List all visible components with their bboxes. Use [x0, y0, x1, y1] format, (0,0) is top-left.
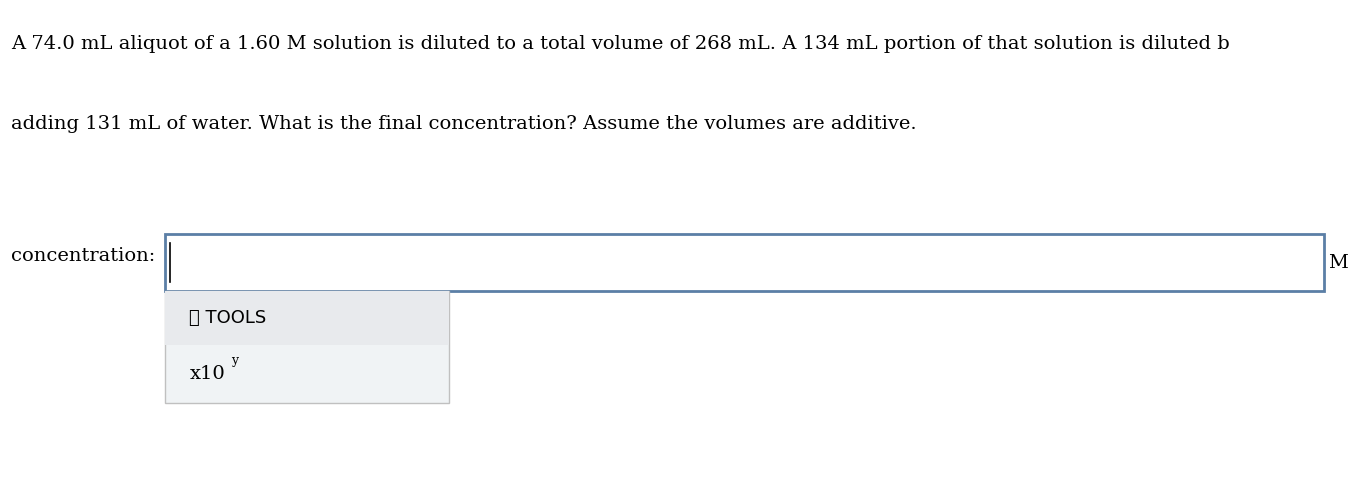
FancyBboxPatch shape [165, 291, 449, 403]
Text: adding 131 mL of water. What is the final concentration? Assume the volumes are : adding 131 mL of water. What is the fina… [11, 115, 917, 132]
Text: M: M [1328, 253, 1348, 272]
Text: A 74.0 mL aliquot of a 1.60 M solution is diluted to a total volume of 268 mL. A: A 74.0 mL aliquot of a 1.60 M solution i… [11, 35, 1229, 53]
Text: y: y [231, 354, 238, 367]
FancyBboxPatch shape [165, 234, 1324, 291]
Text: 🔧 TOOLS: 🔧 TOOLS [189, 309, 266, 327]
FancyBboxPatch shape [165, 291, 449, 345]
Text: x10: x10 [189, 365, 224, 383]
Text: concentration:: concentration: [11, 248, 155, 265]
